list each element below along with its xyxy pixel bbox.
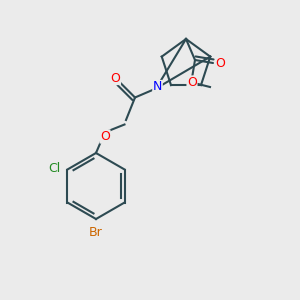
Text: Br: Br [89,226,103,239]
Text: N: N [153,80,162,94]
Text: O: O [187,76,197,89]
Text: O: O [216,56,225,70]
Text: Cl: Cl [48,161,60,175]
Text: O: O [100,130,110,143]
Text: O: O [111,71,120,85]
